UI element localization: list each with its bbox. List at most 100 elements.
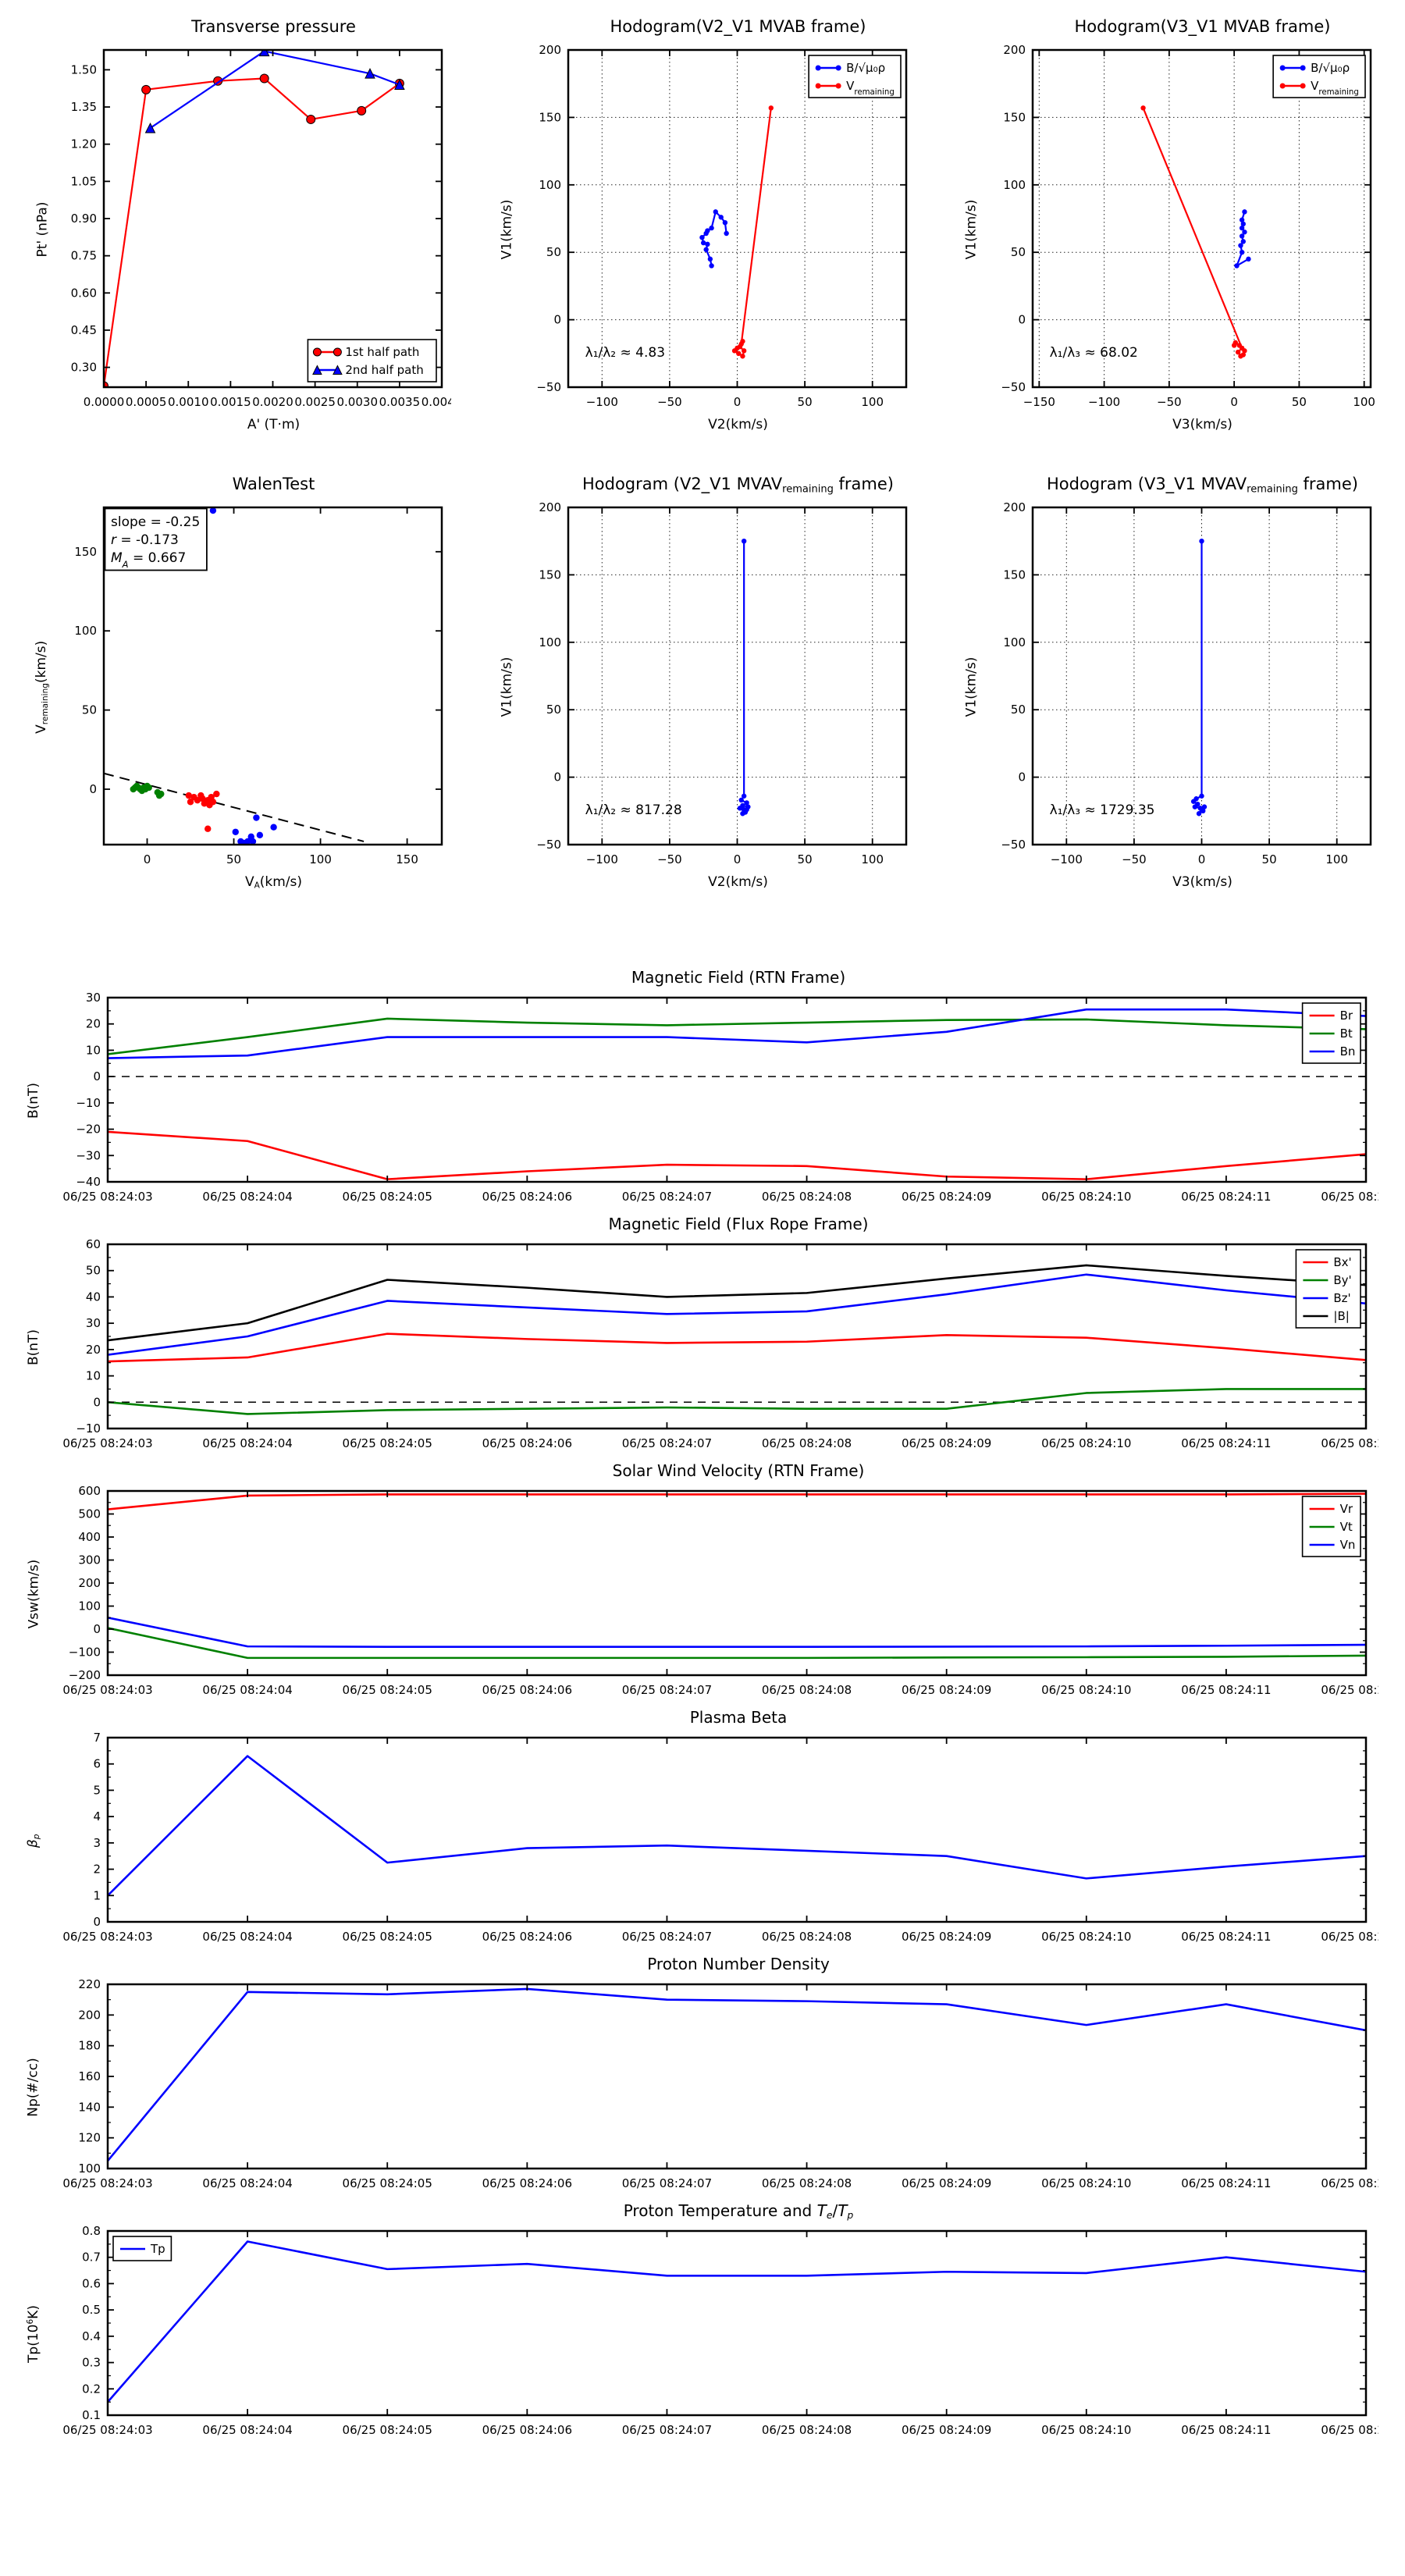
svg-text:r = -0.173: r = -0.173 xyxy=(111,532,179,548)
svg-text:−50: −50 xyxy=(1157,395,1182,409)
svg-text:0.8: 0.8 xyxy=(82,2225,101,2238)
svg-text:180: 180 xyxy=(78,2039,101,2053)
svg-text:|B|: |B| xyxy=(1333,1309,1349,1323)
svg-text:06/25 08:24:04: 06/25 08:24:04 xyxy=(202,1190,292,1204)
transverse-pressure-plot: 0.0000 0.0005 0.0010 0.0015 0.0020 0.0025 0.00… xyxy=(71,48,451,409)
y-axis-label: B(nT) xyxy=(26,1329,41,1366)
svg-text:300: 300 xyxy=(78,1553,101,1567)
y-axis-label: βp xyxy=(25,1834,42,1848)
chart-title: Hodogram (V2_V1 MVAVremaining frame) xyxy=(582,475,894,496)
svg-text:600: 600 xyxy=(78,1485,101,1498)
svg-text:MA = 0.667: MA = 0.667 xyxy=(111,550,186,570)
svg-text:2: 2 xyxy=(93,1863,101,1877)
proton-temperature-plot: 06/25 08:24:03 06/25 08:24:04 06/25 08:24:… xyxy=(62,2225,1378,2437)
svg-text:λ₁/λ₂ ≈ 4.83: λ₁/λ₂ ≈ 4.83 xyxy=(585,345,665,361)
chart-title: WalenTest xyxy=(232,475,315,493)
svg-text:0: 0 xyxy=(93,1069,101,1083)
svg-text:0.0020: 0.0020 xyxy=(252,395,293,409)
svg-text:06/25 08:24:06: 06/25 08:24:06 xyxy=(482,1930,572,1944)
x-axis-label: V2(km/s) xyxy=(708,417,768,432)
y-axis-label: B(nT) xyxy=(26,1082,41,1119)
svg-text:150: 150 xyxy=(74,545,97,559)
y-axis-label: V1(km/s) xyxy=(963,656,980,717)
svg-text:100: 100 xyxy=(1353,395,1375,409)
svg-text:−10: −10 xyxy=(76,1096,101,1110)
svg-text:7: 7 xyxy=(93,1731,101,1745)
svg-text:06/25 08:24:11: 06/25 08:24:11 xyxy=(1181,2423,1271,2437)
svg-text:−150: −150 xyxy=(1023,395,1055,409)
svg-text:60: 60 xyxy=(86,1238,101,1251)
svg-text:0: 0 xyxy=(734,852,742,866)
panel-solar-wind-velocity: Solar Wind Velocity (RTN Frame) Vsw(km/s… xyxy=(16,1461,1389,1703)
svg-text:06/25 08:24:03: 06/25 08:24:03 xyxy=(62,1930,152,1944)
panel-hodogram-v3v1-mvav: Hodogram (V3_V1 MVAVremaining frame) V1(… xyxy=(956,475,1382,890)
chart-title: Magnetic Field (Flux Rope Frame) xyxy=(608,1215,869,1233)
svg-text:0.0000: 0.0000 xyxy=(84,395,125,409)
svg-text:0.0035: 0.0035 xyxy=(379,395,421,409)
y-axis-label: V1(km/s) xyxy=(499,199,515,260)
svg-text:0.2: 0.2 xyxy=(82,2382,101,2396)
svg-text:100: 100 xyxy=(1003,635,1026,649)
svg-text:−100: −100 xyxy=(586,852,618,866)
svg-text:06/25 08:24:12: 06/25 08:24:12 xyxy=(1321,1930,1378,1944)
svg-text:150: 150 xyxy=(539,568,561,582)
svg-text:Bn: Bn xyxy=(1340,1044,1356,1059)
svg-text:100: 100 xyxy=(78,1599,101,1614)
svg-text:06/25 08:24:08: 06/25 08:24:08 xyxy=(762,2423,852,2437)
svg-text:6: 6 xyxy=(93,1757,101,1771)
svg-text:−50: −50 xyxy=(1122,852,1147,866)
x-axis-label: V3(km/s) xyxy=(1172,417,1232,432)
chart-title: Hodogram(V2_V1 MVAB frame) xyxy=(610,17,866,36)
svg-text:50: 50 xyxy=(82,703,97,717)
svg-text:06/25 08:24:11: 06/25 08:24:11 xyxy=(1181,1190,1271,1204)
svg-text:Vt: Vt xyxy=(1340,1520,1353,1534)
svg-text:200: 200 xyxy=(539,43,561,57)
svg-text:100: 100 xyxy=(539,635,561,649)
svg-text:0.4: 0.4 xyxy=(82,2329,101,2343)
svg-text:06/25 08:24:12: 06/25 08:24:12 xyxy=(1321,1190,1378,1204)
svg-text:06/25 08:24:10: 06/25 08:24:10 xyxy=(1041,2423,1131,2437)
svg-text:140: 140 xyxy=(78,2100,101,2114)
svg-text:0.5: 0.5 xyxy=(82,2303,101,2317)
svg-text:06/25 08:24:04: 06/25 08:24:04 xyxy=(202,2423,292,2437)
svg-text:06/25 08:24:09: 06/25 08:24:09 xyxy=(902,1436,991,1450)
svg-text:0.0015: 0.0015 xyxy=(210,395,251,409)
chart-title: Proton Number Density xyxy=(647,1955,830,1973)
svg-text:200: 200 xyxy=(539,500,561,514)
walen-test-plot: 0 50 100 150 0 50 100 150 slope = -0.25 r = -0.17… xyxy=(74,506,443,866)
svg-text:0: 0 xyxy=(93,1395,101,1409)
svg-text:120: 120 xyxy=(78,2131,101,2145)
solar-wind-velocity-plot: 06/25 08:24:03 06/25 08:24:04 06/25 08:24:… xyxy=(62,1485,1378,1697)
svg-text:−40: −40 xyxy=(76,1175,101,1189)
chart-title: Hodogram(V3_V1 MVAB frame) xyxy=(1074,17,1331,36)
svg-text:06/25 08:24:10: 06/25 08:24:10 xyxy=(1041,1436,1131,1450)
svg-text:Br: Br xyxy=(1340,1009,1353,1023)
svg-text:06/25 08:24:09: 06/25 08:24:09 xyxy=(902,1190,991,1204)
svg-text:150: 150 xyxy=(539,110,561,124)
svg-text:06/25 08:24:10: 06/25 08:24:10 xyxy=(1041,2176,1131,2190)
svg-text:4: 4 xyxy=(93,1809,101,1823)
svg-text:0.60: 0.60 xyxy=(71,286,97,300)
svg-text:06/25 08:24:07: 06/25 08:24:07 xyxy=(622,1683,712,1697)
svg-text:100: 100 xyxy=(74,624,97,638)
svg-text:06/25 08:24:07: 06/25 08:24:07 xyxy=(622,1930,712,1944)
panel-hodogram-v2v1-mvav: Hodogram (V2_V1 MVAVremaining frame) V1(… xyxy=(492,475,917,890)
svg-text:100: 100 xyxy=(1325,852,1348,866)
svg-text:0: 0 xyxy=(553,770,561,785)
svg-text:0: 0 xyxy=(1230,395,1238,409)
svg-text:06/25 08:24:05: 06/25 08:24:05 xyxy=(343,2176,432,2190)
svg-text:200: 200 xyxy=(78,2008,101,2022)
svg-text:06/25 08:24:07: 06/25 08:24:07 xyxy=(622,1190,712,1204)
svg-text:1.05: 1.05 xyxy=(71,174,97,188)
svg-text:200: 200 xyxy=(1003,43,1026,57)
svg-text:100: 100 xyxy=(78,2161,101,2176)
svg-text:50: 50 xyxy=(1262,852,1277,866)
svg-text:06/25 08:24:03: 06/25 08:24:03 xyxy=(62,1683,152,1697)
svg-text:50: 50 xyxy=(1011,245,1026,259)
y-axis-label: Np(#/cc) xyxy=(26,2058,41,2117)
hodogram-v3v1-mvab-plot: −150 −100 −50 0 50 100 −50 0 50 100 150 200 B/√μ₀ρ Vr… xyxy=(1001,43,1375,409)
y-axis-label: V1(km/s) xyxy=(499,656,515,717)
svg-text:0: 0 xyxy=(144,852,151,866)
